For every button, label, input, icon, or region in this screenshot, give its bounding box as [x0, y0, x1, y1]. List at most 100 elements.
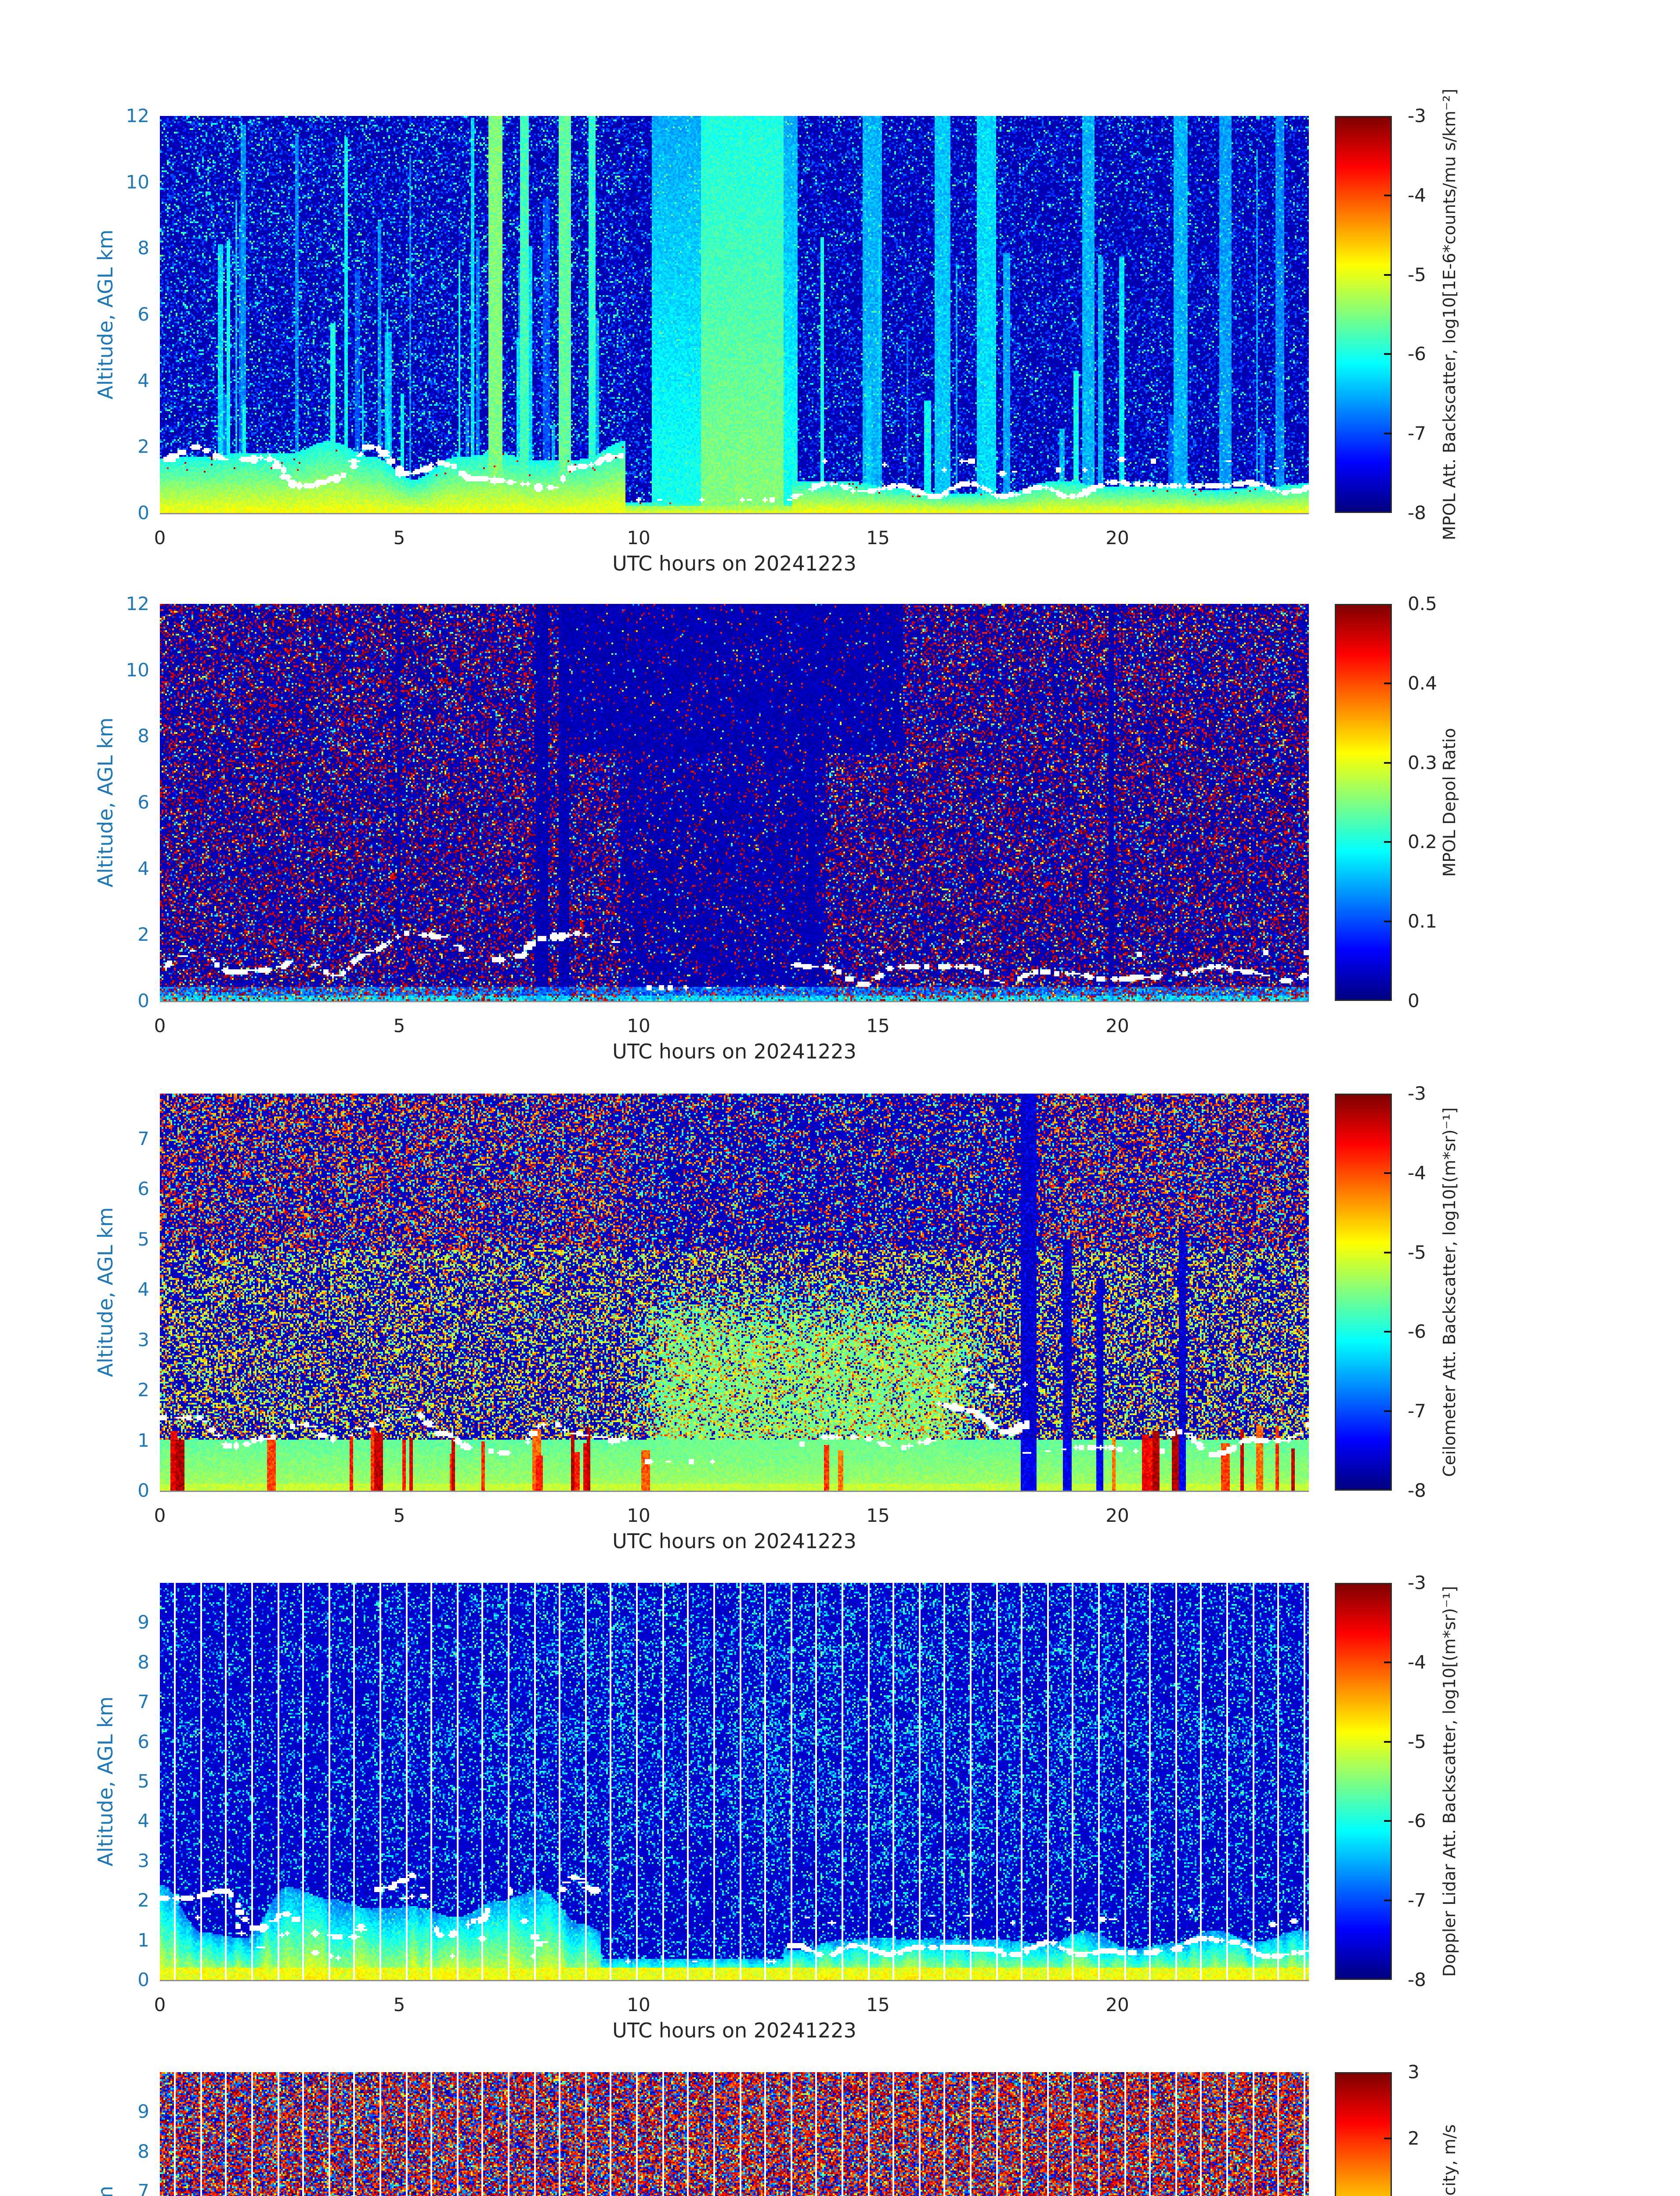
colorbar-tick-mark — [1384, 1900, 1392, 1902]
colorbar-jet — [1335, 2072, 1392, 2196]
y-tick-label: 8 — [137, 725, 149, 747]
y-tick-label: 6 — [137, 1730, 149, 1752]
colorbar-tick-mark — [1384, 1820, 1392, 1822]
colorbar-tick-mark — [1384, 1251, 1392, 1253]
colorbar-tick-mark — [1384, 1741, 1392, 1743]
x-axis-tick-labels: 0 5 10 15 20 — [0, 1506, 1680, 1528]
colorbar-tick-label: 2 — [1408, 2127, 1420, 2149]
y-tick-label: 2 — [137, 924, 149, 946]
x-tick-label: 0 — [154, 527, 166, 549]
colorbar-tick-mark — [1384, 433, 1392, 435]
y-tick-label: 8 — [137, 1651, 149, 1673]
colorbar-tick-label: 0.2 — [1408, 831, 1437, 853]
colorbar-jet — [1335, 1583, 1392, 1980]
x-tick-label: 0 — [154, 1015, 166, 1037]
colorbar-jet — [1335, 116, 1392, 513]
y-tick-label: 7 — [137, 1691, 149, 1713]
y-tick-label: 0 — [137, 990, 149, 1011]
colorbar-tick-label: -5 — [1408, 1241, 1426, 1263]
y-tick-label: 4 — [137, 1279, 149, 1300]
y-tick-label: 2 — [137, 436, 149, 458]
colorbar-tick-label: -4 — [1408, 1651, 1426, 1673]
colorbar-tick-label: 0.5 — [1408, 593, 1437, 614]
x-tick-label: 0 — [154, 1505, 166, 1526]
colorbar-label: MPOL Att. Backscatter, log10[1E-6*counts… — [1440, 88, 1459, 541]
colorbar-tick-label: -6 — [1408, 1810, 1426, 1832]
x-tick-label: 20 — [1106, 1015, 1129, 1037]
x-axis-tick-labels: 0 5 10 15 20 — [0, 1017, 1680, 1039]
colorbar-tick-label: -3 — [1408, 1572, 1426, 1593]
colorbar-tick-mark — [1384, 1661, 1392, 1663]
heatmap-ceilometer-att-backscatter — [160, 1094, 1309, 1491]
x-axis-label: UTC hours on 20241223 — [612, 2019, 856, 2042]
y-tick-label: 2 — [137, 1379, 149, 1401]
colorbar-tick-label: -5 — [1408, 1730, 1426, 1752]
y-tick-label: 9 — [137, 2101, 149, 2123]
x-axis-spine — [160, 1001, 1309, 1002]
colorbar-tick-label: -8 — [1408, 1480, 1426, 1501]
y-tick-label: 6 — [137, 303, 149, 325]
colorbar-tick-mark — [1384, 1172, 1392, 1174]
y-tick-label: 8 — [137, 237, 149, 259]
colorbar-jet — [1335, 604, 1392, 1001]
colorbar-label: MPOL Depol Ratio — [1440, 728, 1459, 877]
colorbar-tick-label: 0 — [1408, 990, 1420, 1011]
colorbar-tick-labels: -3 -4 -5 -6 -7 -8 — [1384, 1084, 1568, 1500]
colorbar-tick-label: -4 — [1408, 1162, 1426, 1184]
y-tick-label: 6 — [137, 791, 149, 813]
x-tick-label: 10 — [627, 1505, 650, 1526]
colorbar-tick-mark — [1384, 682, 1392, 684]
x-axis-spine — [160, 513, 1309, 514]
colorbar-tick-label: -6 — [1408, 1321, 1426, 1343]
colorbar-tick-label: -8 — [1408, 1969, 1426, 1990]
y-tick-label: 6 — [137, 1178, 149, 1200]
y-tick-label: 0 — [137, 502, 149, 524]
colorbar-tick-labels: -3 -4 -5 -6 -7 -8 — [1384, 1574, 1568, 1989]
y-tick-label: 0 — [137, 1969, 149, 1990]
x-axis-tick-labels: 0 5 10 15 20 — [0, 1996, 1680, 2018]
x-tick-label: 15 — [866, 1994, 890, 2015]
colorbar-tick-labels: -3 -4 -5 -6 -7 -8 — [1384, 107, 1568, 522]
x-tick-label: 5 — [393, 527, 405, 549]
colorbar-tick-mark — [1384, 841, 1392, 843]
colorbar-tick-label: -6 — [1408, 343, 1426, 365]
x-tick-label: 15 — [866, 1015, 890, 1037]
x-tick-label: 5 — [393, 1015, 405, 1037]
y-tick-label: 8 — [137, 2140, 149, 2162]
colorbar-tick-label: -7 — [1408, 1889, 1426, 1911]
y-axis-tick-labels: 0 1 2 3 4 5 6 7 — [0, 1094, 149, 1499]
colorbar-tick-mark — [1384, 1331, 1392, 1333]
colorbar-tick-mark — [1384, 194, 1392, 196]
y-tick-label: 9 — [137, 1611, 149, 1633]
x-axis-label: UTC hours on 20241223 — [612, 1529, 856, 1553]
colorbar-tick-label: -3 — [1408, 1083, 1426, 1104]
colorbar-tick-mark — [1384, 274, 1392, 276]
y-axis-tick-labels: 0 2 4 6 8 10 12 — [0, 595, 149, 1010]
x-axis-tick-labels: 0 5 10 15 20 — [0, 529, 1680, 551]
y-tick-label: 5 — [137, 1228, 149, 1250]
y-tick-label: 2 — [137, 1889, 149, 1911]
y-tick-label: 3 — [137, 1329, 149, 1351]
colorbar-label: Doppler Lidar Att. Backscatter, log10[(m… — [1440, 1586, 1459, 1977]
colorbar-label: Ceilometer Att. Backscatter, log10[(m*sr… — [1440, 1107, 1459, 1477]
y-tick-label: 3 — [137, 1849, 149, 1871]
x-tick-label: 20 — [1106, 1994, 1129, 2015]
colorbar-tick-label: 0.3 — [1408, 751, 1437, 773]
x-tick-label: 5 — [393, 1994, 405, 2015]
colorbar-tick-labels: 0.5 0.4 0.3 0.2 0.1 0 — [1384, 595, 1568, 1010]
colorbar-tick-label: -8 — [1408, 502, 1426, 524]
heatmap-mpol-depol-ratio — [160, 604, 1309, 1001]
colorbar-tick-mark — [1384, 1410, 1392, 1412]
colorbar-label: Doppler Lidar Vertical Velocity, m/s — [1439, 2042, 1460, 2196]
heatmap-mpol-att-backscatter — [160, 116, 1309, 513]
colorbar-tick-label: 0.4 — [1408, 672, 1437, 694]
y-tick-label: 1 — [137, 1929, 149, 1951]
colorbar-tick-label: 3 — [1408, 2061, 1420, 2083]
colorbar-jet — [1335, 1094, 1392, 1491]
x-tick-label: 20 — [1106, 527, 1129, 549]
heatmap-doppler-lidar-vertical-velocity — [160, 2072, 1309, 2196]
x-tick-label: 10 — [627, 1994, 650, 2015]
y-tick-label: 12 — [126, 105, 149, 126]
